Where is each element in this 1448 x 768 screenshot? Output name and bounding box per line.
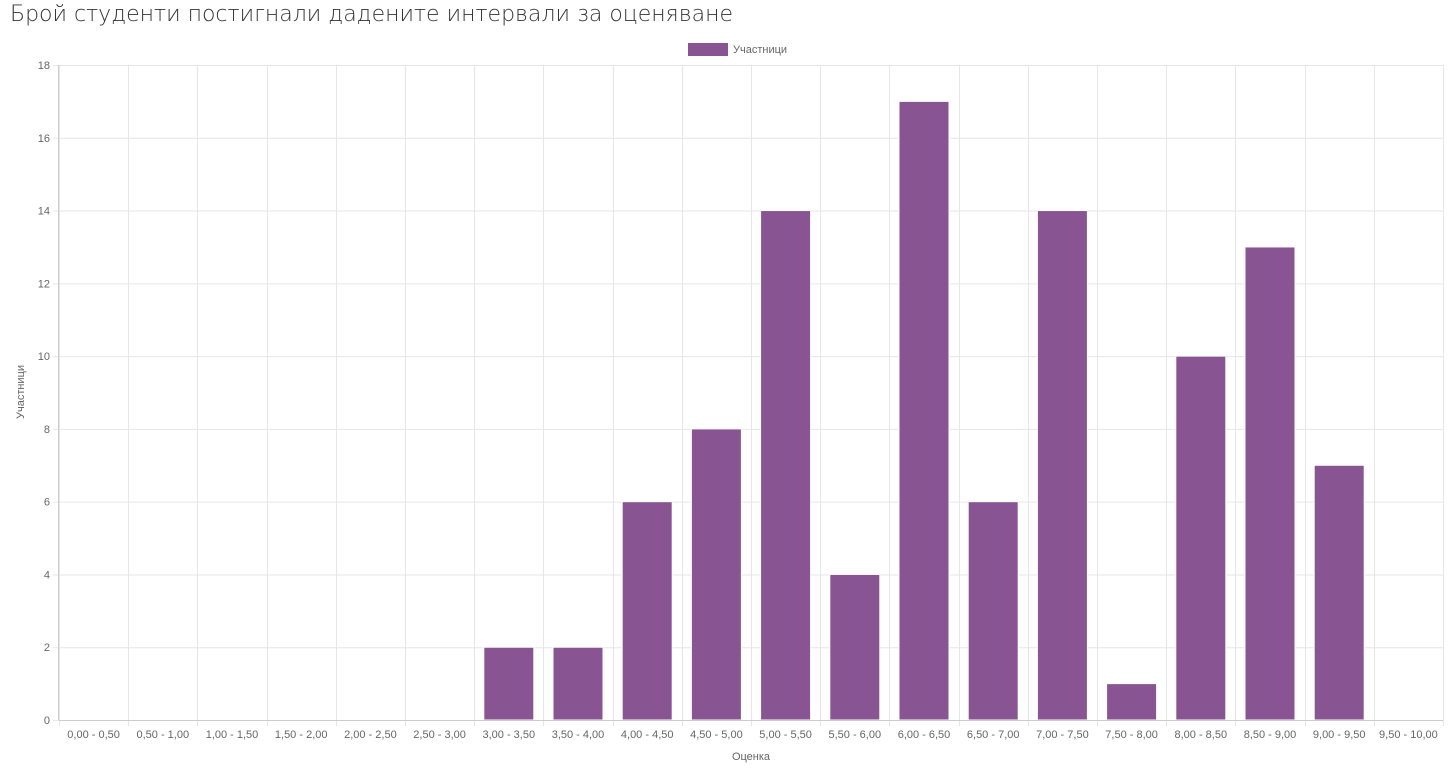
y-tick-label: 2 bbox=[44, 642, 50, 654]
x-tick-label: 7,50 - 8,00 bbox=[1105, 729, 1158, 741]
bar[interactable] bbox=[483, 646, 535, 721]
x-tick-label: 2,00 - 2,50 bbox=[344, 729, 397, 741]
bar[interactable] bbox=[1036, 210, 1088, 721]
y-tick-label: 10 bbox=[38, 351, 50, 363]
x-tick-label: 4,00 - 4,50 bbox=[621, 729, 674, 741]
y-tick-label: 0 bbox=[44, 715, 50, 727]
bars bbox=[483, 100, 1365, 721]
legend[interactable]: Участници bbox=[688, 43, 787, 56]
y-tick-label: 4 bbox=[44, 569, 50, 581]
bar[interactable] bbox=[1244, 246, 1296, 721]
y-axis-title: Участници bbox=[15, 365, 27, 419]
bar[interactable] bbox=[829, 573, 881, 721]
x-tick-label: 6,00 - 6,50 bbox=[898, 729, 951, 741]
page-title: Брой студенти постигнали дадените интерв… bbox=[10, 2, 733, 27]
x-tick-label: 1,00 - 1,50 bbox=[206, 729, 259, 741]
y-tick-label: 14 bbox=[38, 206, 50, 218]
x-tick-label: 6,50 - 7,00 bbox=[967, 729, 1020, 741]
legend-label: Участници bbox=[733, 44, 787, 56]
x-tick-label: 3,50 - 4,00 bbox=[552, 729, 605, 741]
x-tick-label: 8,50 - 9,00 bbox=[1244, 729, 1297, 741]
grid-lines bbox=[53, 65, 1444, 726]
x-tick-label: 5,50 - 6,00 bbox=[829, 729, 882, 741]
x-tick-label: 3,00 - 3,50 bbox=[483, 729, 536, 741]
bar[interactable] bbox=[1175, 355, 1227, 721]
bar[interactable] bbox=[1313, 464, 1365, 721]
axes: 0 2 4 6 8 10 12 14 16 18 0,00 - 0,50 0,50 - 1,00 1,0… bbox=[38, 60, 1443, 741]
y-tick-label: 16 bbox=[38, 133, 50, 145]
y-tick-label: 12 bbox=[38, 278, 50, 290]
bar[interactable] bbox=[1106, 683, 1158, 721]
x-tick-label: 2,50 - 3,00 bbox=[413, 729, 466, 741]
y-tick-label: 18 bbox=[38, 60, 50, 72]
x-axis-title: Оценка bbox=[732, 751, 771, 763]
x-tick-label: 9,50 - 10,00 bbox=[1379, 729, 1438, 741]
y-tick-label: 8 bbox=[44, 424, 50, 436]
bar[interactable] bbox=[967, 501, 1019, 721]
legend-swatch bbox=[688, 43, 728, 56]
bar[interactable] bbox=[552, 646, 604, 721]
bar[interactable] bbox=[621, 501, 673, 721]
x-tick-label: 0,50 - 1,00 bbox=[137, 729, 190, 741]
bar[interactable] bbox=[898, 100, 950, 721]
x-tick-label: 4,50 - 5,00 bbox=[690, 729, 743, 741]
x-tick-label: 8,00 - 8,50 bbox=[1175, 729, 1228, 741]
bar[interactable] bbox=[760, 210, 812, 721]
y-tick-label: 6 bbox=[44, 497, 50, 509]
x-tick-label: 9,00 - 9,50 bbox=[1313, 729, 1366, 741]
bar[interactable] bbox=[690, 428, 742, 721]
x-tick-label: 7,00 - 7,50 bbox=[1036, 729, 1089, 741]
x-tick-label: 1,50 - 2,00 bbox=[275, 729, 328, 741]
x-tick-label: 0,00 - 0,50 bbox=[67, 729, 120, 741]
x-tick-label: 5,00 - 5,50 bbox=[759, 729, 812, 741]
